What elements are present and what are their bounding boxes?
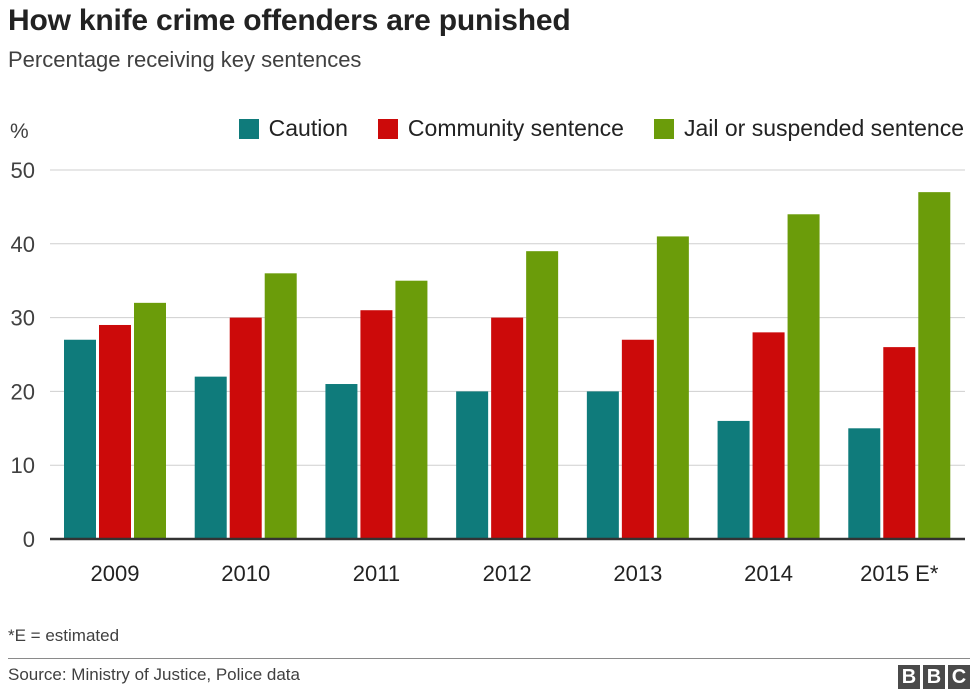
- bar-jail-or-suspended-sentence-2014: [787, 214, 820, 539]
- bar-jail-or-suspended-sentence-2009: [134, 302, 166, 539]
- legend-swatch-caution: [238, 118, 259, 139]
- source-note: Source: Ministry of Justice, Police data: [8, 665, 300, 684]
- x-tick-label-2015-e-: 2015 E*: [860, 561, 939, 586]
- bar-community-sentence-2015-e-: [883, 347, 916, 539]
- bar-jail-or-suspended-sentence-2013: [656, 236, 689, 540]
- legend-label-caution: Caution: [268, 115, 348, 141]
- legend-item-community-sentence: Community sentence: [377, 115, 624, 142]
- logo-letter-b2: B: [923, 665, 945, 689]
- bar-caution-2009: [64, 339, 96, 539]
- x-tick-label-2010: 2010: [221, 561, 270, 586]
- legend-label-jail: Jail or suspended sentence: [683, 115, 964, 141]
- y-tick-label-40: 40: [11, 232, 35, 257]
- x-tick-label-2012: 2012: [483, 561, 532, 586]
- bar-community-sentence-2013: [621, 339, 654, 539]
- logo-letter-c: C: [948, 665, 970, 689]
- bar-caution-2012: [456, 391, 489, 539]
- bar-community-sentence-2010: [229, 317, 262, 539]
- bbc-logo: B B C: [895, 665, 970, 689]
- y-tick-label-50: 50: [11, 158, 35, 183]
- bar-caution-2015-e-: [848, 428, 881, 539]
- y-axis-unit-label: %: [10, 120, 29, 143]
- bar-community-sentence-2009: [99, 324, 131, 539]
- bar-caution-2011: [325, 384, 358, 539]
- x-tick-label-2014: 2014: [744, 561, 793, 586]
- chart-title: How knife crime offenders are punished: [8, 4, 571, 37]
- bar-jail-or-suspended-sentence-2010: [264, 273, 297, 539]
- bar-community-sentence-2014: [752, 332, 785, 539]
- y-tick-label-0: 0: [23, 527, 35, 552]
- bar-caution-2014: [717, 420, 750, 539]
- bar-caution-2013: [586, 391, 619, 539]
- bar-jail-or-suspended-sentence-2015-e-: [918, 192, 951, 539]
- logo-letter-b1: B: [898, 665, 920, 689]
- bar-caution-2010: [194, 376, 227, 539]
- chart-legend: Caution Community sentence Jail or suspe…: [238, 115, 964, 142]
- x-tick-label-2013: 2013: [613, 561, 662, 586]
- bar-community-sentence-2011: [360, 310, 393, 539]
- legend-item-caution: Caution: [238, 115, 348, 142]
- chart-subtitle: Percentage receiving key sentences: [8, 47, 362, 72]
- footer-divider: [8, 658, 970, 659]
- y-tick-label-30: 30: [11, 306, 35, 331]
- x-tick-label-2009: 2009: [91, 561, 140, 586]
- bar-jail-or-suspended-sentence-2011: [395, 280, 428, 539]
- y-tick-label-20: 20: [11, 379, 35, 404]
- y-tick-label-10: 10: [11, 453, 35, 478]
- legend-label-community-sentence: Community sentence: [407, 115, 624, 141]
- footnote: *E = estimated: [8, 626, 120, 645]
- legend-swatch-community-sentence: [377, 118, 398, 139]
- bar-community-sentence-2012: [491, 317, 524, 539]
- bar-jail-or-suspended-sentence-2012: [526, 251, 559, 539]
- x-tick-label-2011: 2011: [353, 561, 400, 586]
- legend-swatch-jail: [653, 118, 674, 139]
- legend-item-jail: Jail or suspended sentence: [653, 115, 964, 142]
